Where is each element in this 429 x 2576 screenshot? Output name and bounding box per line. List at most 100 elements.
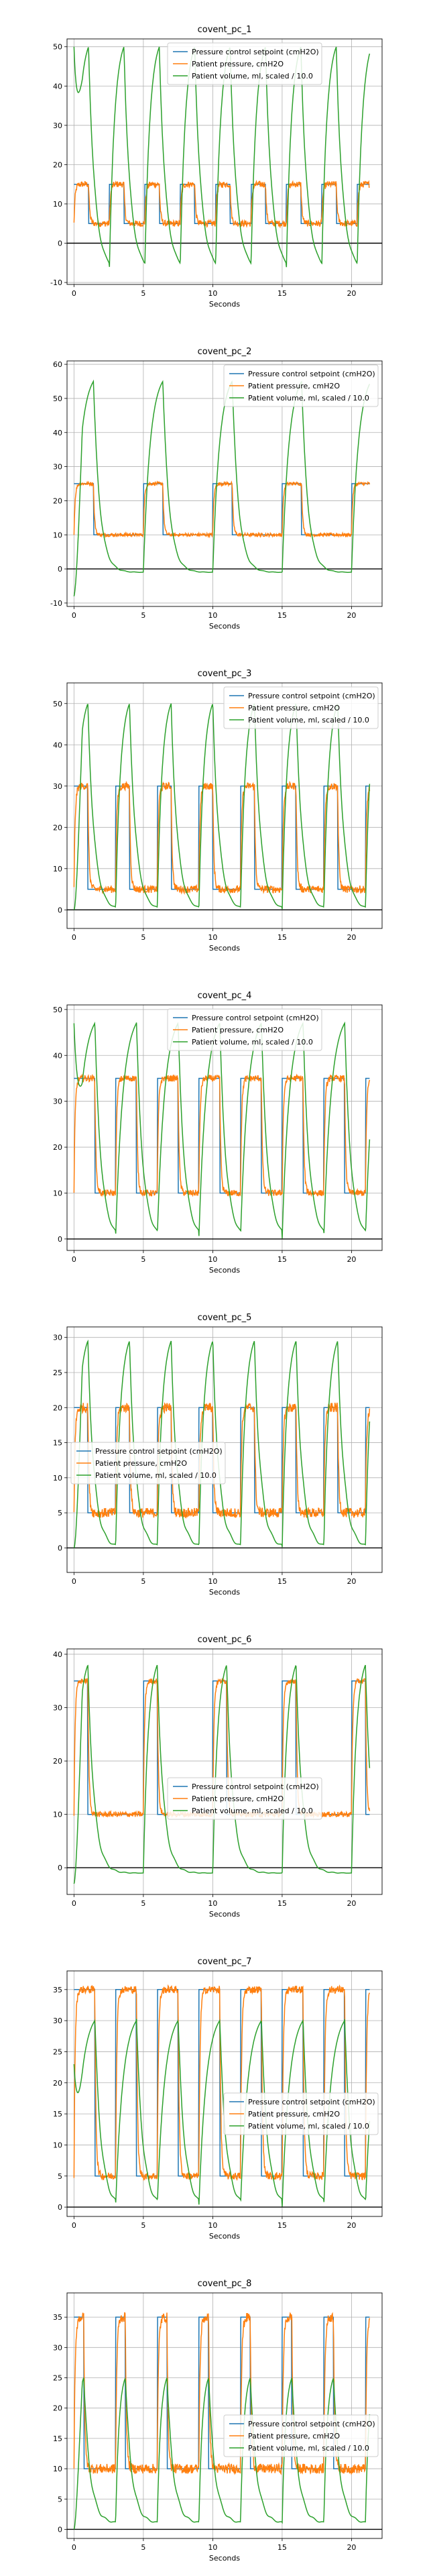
legend-entry-volume: Patient volume, ml, scaled / 10.0 xyxy=(248,716,369,724)
series-line-setpoint xyxy=(74,483,370,536)
x-tick-label: 20 xyxy=(347,933,356,942)
x-tick-label: 20 xyxy=(347,1255,356,1264)
y-tick-label: 35 xyxy=(53,1986,62,1994)
legend-entry-setpoint: Pressure control setpoint (cmH2O) xyxy=(248,692,375,700)
series-line-pressure xyxy=(73,480,371,539)
x-axis-label: Seconds xyxy=(209,2554,240,2563)
legend-entry-pressure: Patient pressure, cmH2O xyxy=(248,2432,340,2440)
legend-box xyxy=(167,42,322,85)
y-tick-label: 20 xyxy=(53,2079,62,2088)
x-tick-label: 0 xyxy=(72,1255,76,1264)
y-tick-label: 20 xyxy=(53,496,62,505)
y-tick-label: 30 xyxy=(53,2343,62,2352)
y-tick-label: 0 xyxy=(58,906,62,914)
series-line-volume xyxy=(73,2019,371,2207)
chart-title: covent_pc_2 xyxy=(198,347,252,357)
legend-entry-volume: Patient volume, ml, scaled / 10.0 xyxy=(192,1038,313,1046)
legend-entry-setpoint: Pressure control setpoint (cmH2O) xyxy=(192,48,319,56)
y-tick-label: -10 xyxy=(50,278,62,287)
x-tick-label: 10 xyxy=(208,611,217,620)
y-tick-label: 20 xyxy=(53,2404,62,2413)
chart-title: covent_pc_6 xyxy=(198,1635,252,1645)
y-tick-label: 60 xyxy=(53,360,62,369)
series-line-volume xyxy=(73,1021,371,1239)
legend-box xyxy=(70,1442,226,1485)
chart-title: covent_pc_7 xyxy=(198,1957,252,1967)
y-tick-label: 5 xyxy=(58,2172,62,2181)
legend-entry-pressure: Patient pressure, cmH2O xyxy=(248,2110,340,2118)
legend: Pressure control setpoint (cmH2O) Patient… xyxy=(167,1777,322,1820)
legend-entry-volume: Patient volume, ml, scaled / 10.0 xyxy=(95,1471,217,1480)
y-tick-label: 35 xyxy=(53,2313,62,2322)
legend-entry-pressure: Patient pressure, cmH2O xyxy=(192,1794,284,1803)
y-tick-label: 0 xyxy=(58,1544,62,1552)
y-tick-label: 15 xyxy=(53,2110,62,2118)
axes-frame xyxy=(66,1004,383,1251)
y-tick-label: 50 xyxy=(53,1006,62,1014)
y-tick-label: 25 xyxy=(53,2047,62,2056)
x-tick-label: 5 xyxy=(141,1577,145,1586)
x-tick-label: 5 xyxy=(141,1899,145,1908)
x-tick-label: 10 xyxy=(208,2221,217,2230)
x-tick-label: 20 xyxy=(347,2543,356,2552)
x-tick-label: 20 xyxy=(347,2221,356,2230)
y-tick-label: 40 xyxy=(53,1051,62,1060)
y-tick-label: 15 xyxy=(53,1439,62,1448)
chart-title: covent_pc_8 xyxy=(198,2279,252,2289)
y-tick-label: -10 xyxy=(50,599,62,608)
series-line-pressure xyxy=(73,1402,371,1519)
x-axis-label: Seconds xyxy=(209,1910,240,1919)
series-line-volume xyxy=(73,703,371,910)
legend-entry-volume: Patient volume, ml, scaled / 10.0 xyxy=(248,2122,369,2131)
legend-box xyxy=(223,686,379,729)
y-tick-label: 0 xyxy=(58,239,62,248)
legend: Pressure control setpoint (cmH2O) Patient… xyxy=(223,2092,379,2135)
legend-entry-pressure: Patient pressure, cmH2O xyxy=(248,382,340,390)
y-tick-label: 10 xyxy=(53,200,62,209)
x-tick-label: 5 xyxy=(141,1255,145,1264)
legend: Pressure control setpoint (cmH2O) Patient… xyxy=(70,1442,226,1485)
legend-box xyxy=(223,364,379,407)
x-tick-label: 5 xyxy=(141,611,145,620)
x-tick-label: 0 xyxy=(72,289,76,298)
chart-covent_pc_2: covent_pc_2 0 5 10 15 20 -10 0 10 20 30 40 50 60 Secon… xyxy=(50,347,383,631)
axes-frame xyxy=(66,1326,383,1573)
x-tick-label: 15 xyxy=(278,2221,287,2230)
series-line-volume xyxy=(73,1664,371,1884)
legend-box xyxy=(167,1777,322,1820)
x-tick-label: 10 xyxy=(208,1899,217,1908)
axes-frame xyxy=(66,38,383,285)
legend-entry-setpoint: Pressure control setpoint (cmH2O) xyxy=(248,2098,375,2106)
y-tick-label: 0 xyxy=(58,2203,62,2212)
chart-covent_pc_7: covent_pc_7 0 5 10 15 20 0 5 10 15 20 25 30 35 Seconds… xyxy=(53,1957,383,2241)
x-axis-label: Seconds xyxy=(209,1588,240,1597)
x-tick-label: 5 xyxy=(141,933,145,942)
x-tick-label: 15 xyxy=(278,2543,287,2552)
series-line-volume xyxy=(73,1339,371,1548)
y-tick-label: 20 xyxy=(53,1403,62,1412)
y-tick-label: 30 xyxy=(53,782,62,791)
series-line-pressure xyxy=(73,180,370,229)
legend: Pressure control setpoint (cmH2O) Patient… xyxy=(167,1008,322,1051)
chart-covent_pc_3: covent_pc_3 0 5 10 15 20 0 10 20 30 40 50 Seconds Pre… xyxy=(53,669,383,953)
x-tick-label: 5 xyxy=(141,2221,145,2230)
x-tick-label: 0 xyxy=(72,2543,76,2552)
y-tick-label: 30 xyxy=(53,2017,62,2025)
y-tick-label: 10 xyxy=(53,2465,62,2473)
chart-title: covent_pc_5 xyxy=(198,1313,252,1323)
x-tick-label: 20 xyxy=(347,611,356,620)
y-tick-label: 50 xyxy=(53,43,62,52)
y-tick-label: 40 xyxy=(53,82,62,91)
legend-entry-volume: Patient volume, ml, scaled / 10.0 xyxy=(248,394,369,402)
y-tick-label: 10 xyxy=(53,531,62,539)
y-tick-label: 40 xyxy=(53,741,62,749)
x-axis-label: Seconds xyxy=(209,622,240,631)
x-tick-label: 15 xyxy=(278,1577,287,1586)
chart-title: covent_pc_1 xyxy=(198,25,252,35)
y-tick-label: 0 xyxy=(58,2525,62,2534)
legend: Pressure control setpoint (cmH2O) Patient… xyxy=(223,364,379,407)
x-tick-label: 5 xyxy=(141,289,145,298)
legend-entry-setpoint: Pressure control setpoint (cmH2O) xyxy=(248,370,375,378)
legend: Pressure control setpoint (cmH2O) Patient… xyxy=(223,686,379,729)
chart-title: covent_pc_4 xyxy=(198,991,252,1001)
